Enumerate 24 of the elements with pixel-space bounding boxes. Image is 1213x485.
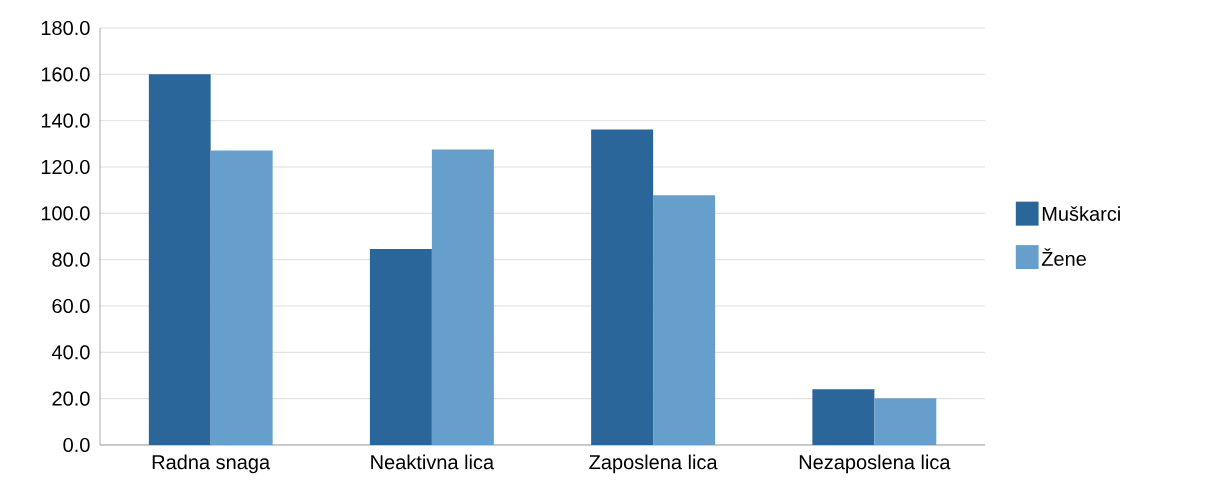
y-tick-label: 40.0 — [51, 345, 90, 360]
bar — [431, 149, 494, 445]
bar — [812, 389, 875, 445]
x-tick-label: Radna snaga — [152, 454, 271, 474]
bar — [653, 195, 716, 445]
x-tick-label: Nezaposlena lica — [799, 454, 951, 474]
y-tick-label: 80.0 — [52, 252, 90, 267]
bar — [210, 150, 273, 445]
y-tick-label: 160.0 — [41, 67, 90, 82]
y-tick-label: 100.0 — [41, 206, 90, 221]
bar — [369, 249, 432, 445]
x-tick-label: Neaktivna lica — [371, 454, 495, 470]
y-tick-label: 140.0 — [41, 113, 90, 128]
bar — [874, 398, 937, 445]
y-tick-label: 0.0 — [63, 437, 90, 453]
legend-label: Muškarci — [1042, 206, 1120, 221]
legend-label: Žene — [1041, 248, 1086, 266]
y-tick-label: 120.0 — [41, 159, 90, 175]
bar — [591, 129, 654, 445]
x-tick-label: Zaposlena lica — [589, 454, 718, 474]
bar — [148, 74, 211, 445]
y-tick-label: 180.0 — [41, 20, 90, 36]
y-tick-label: 60.0 — [52, 298, 90, 314]
y-tick-label: 20.0 — [52, 391, 90, 406]
